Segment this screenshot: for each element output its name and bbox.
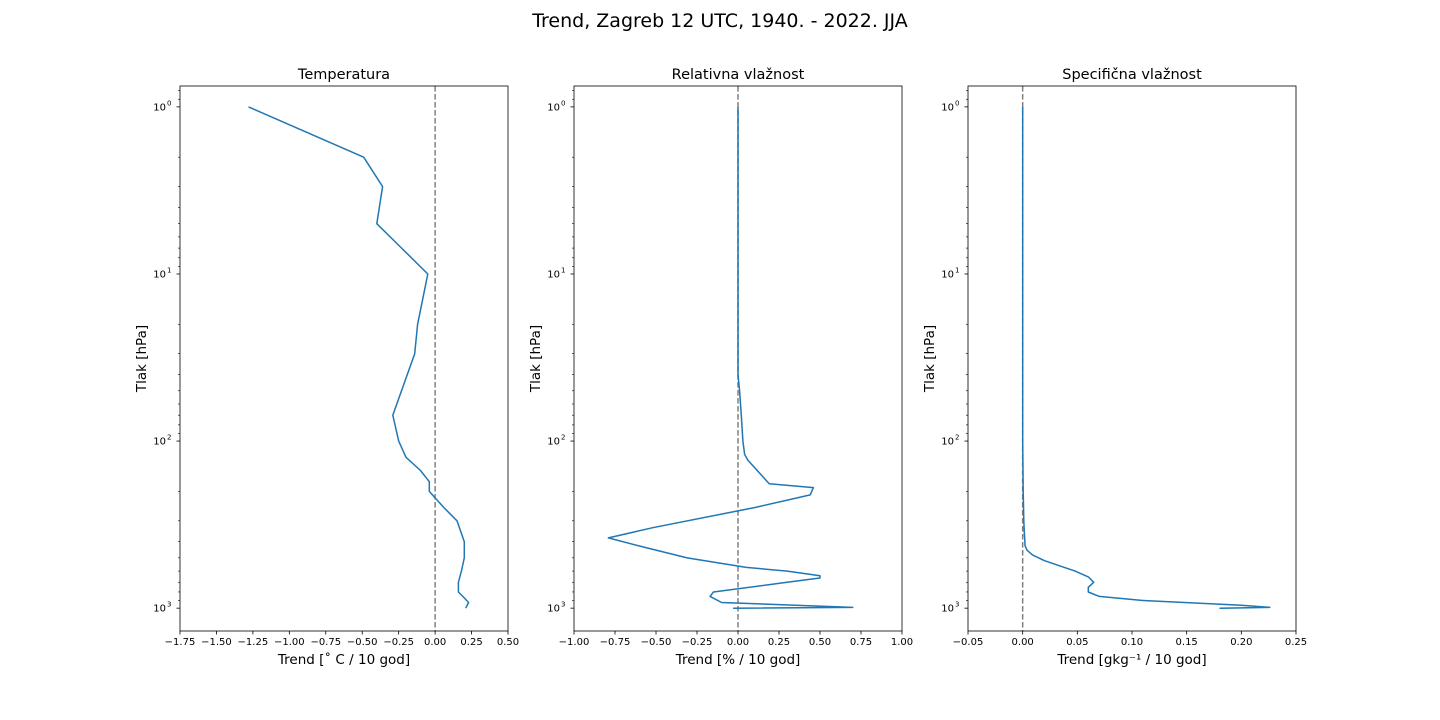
x-tick-label: 0.25	[768, 637, 790, 648]
axes-frame	[573, 85, 903, 632]
x-tick-label: 0.10	[1121, 637, 1143, 648]
y-tick-label: 10	[153, 102, 166, 113]
x-axis-label: Trend [gkg⁻¹ / 10 god]	[1056, 652, 1206, 668]
x-axis-label: Trend [˚ C / 10 god]	[277, 651, 410, 668]
y-tick-exponent: 2	[561, 434, 565, 442]
trend-series-line	[248, 106, 470, 609]
trend-series-line	[607, 106, 854, 609]
y-tick-label: 10	[941, 604, 954, 615]
axes-frame	[967, 85, 1297, 632]
x-tick-label: −0.75	[600, 637, 631, 648]
x-tick-label: 0.00	[727, 637, 749, 648]
y-tick-exponent: 1	[167, 266, 171, 274]
x-tick-label: 0.20	[1230, 637, 1252, 648]
y-tick-label: 10	[941, 437, 954, 448]
x-tick-label: 0.00	[1012, 637, 1034, 648]
x-tick-label: −0.50	[347, 637, 378, 648]
y-axis-label: Tlak [hPa]	[922, 325, 938, 393]
figure-title: Trend, Zagreb 12 UTC, 1940. - 2022. JJA	[532, 10, 908, 32]
x-tick-label: −0.25	[682, 637, 713, 648]
x-tick-label: 0.50	[497, 637, 519, 648]
y-tick-label: 10	[547, 604, 560, 615]
y-axis-label: Tlak [hPa]	[134, 325, 150, 393]
x-tick-label: −1.00	[559, 637, 590, 648]
y-tick-label: 10	[153, 437, 166, 448]
x-tick-label: 0.25	[460, 637, 482, 648]
panel-title: Specifična vlažnost	[1062, 67, 1202, 83]
x-tick-label: 0.75	[850, 637, 872, 648]
x-tick-label: −0.50	[641, 637, 672, 648]
y-tick-label: 10	[153, 604, 166, 615]
x-tick-label: −0.25	[383, 637, 414, 648]
y-tick-exponent: 0	[561, 99, 565, 107]
x-tick-label: −1.50	[201, 637, 232, 648]
y-tick-exponent: 0	[955, 99, 959, 107]
y-tick-label: 10	[547, 102, 560, 113]
panel-title: Temperatura	[297, 67, 390, 83]
y-tick-exponent: 3	[561, 601, 565, 609]
panel-title: Relativna vlažnost	[672, 67, 805, 83]
x-tick-label: 0.50	[809, 637, 831, 648]
x-tick-label: −1.75	[165, 637, 196, 648]
y-tick-exponent: 1	[955, 266, 959, 274]
x-tick-label: −1.25	[238, 637, 269, 648]
x-tick-label: 0.00	[424, 637, 446, 648]
y-tick-label: 10	[547, 269, 560, 280]
axes-frame	[179, 85, 509, 632]
y-tick-exponent: 3	[955, 601, 959, 609]
x-axis-label: Trend [% / 10 god]	[675, 652, 801, 668]
y-tick-exponent: 0	[167, 99, 171, 107]
y-axis-label: Tlak [hPa]	[528, 325, 544, 393]
x-tick-label: −1.00	[274, 637, 305, 648]
y-tick-exponent: 3	[167, 601, 171, 609]
y-tick-label: 10	[153, 269, 166, 280]
y-tick-label: 10	[941, 269, 954, 280]
x-tick-label: 0.15	[1176, 637, 1198, 648]
trend-series-line	[1021, 106, 1271, 609]
x-tick-label: 1.00	[891, 637, 913, 648]
y-tick-exponent: 1	[561, 266, 565, 274]
y-tick-exponent: 2	[167, 434, 171, 442]
x-tick-label: 0.25	[1285, 637, 1307, 648]
x-tick-label: −0.75	[310, 637, 341, 648]
x-tick-label: −0.05	[953, 637, 984, 648]
y-tick-label: 10	[547, 437, 560, 448]
x-tick-label: 0.05	[1066, 637, 1088, 648]
y-tick-label: 10	[941, 102, 954, 113]
y-tick-exponent: 2	[955, 434, 959, 442]
